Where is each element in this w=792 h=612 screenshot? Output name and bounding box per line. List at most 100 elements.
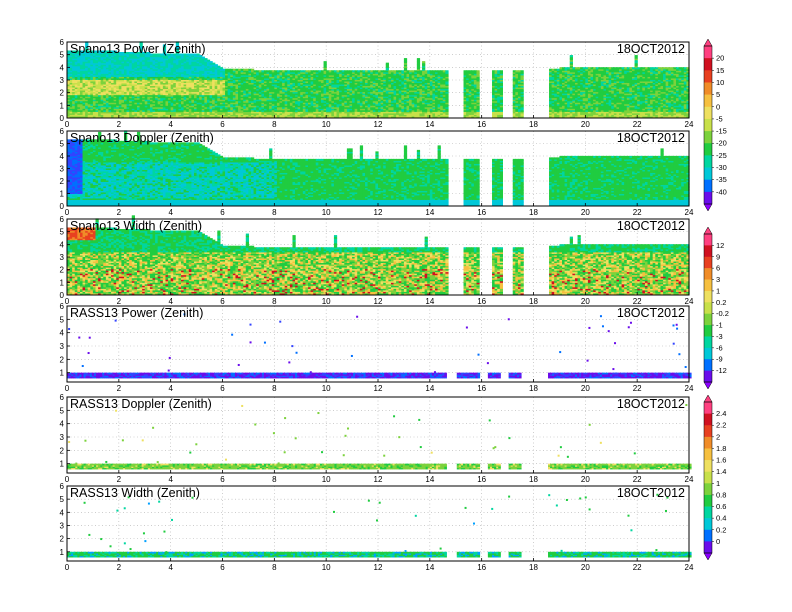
data-cell <box>100 109 104 112</box>
data-cell <box>129 56 133 59</box>
data-cell <box>134 61 138 64</box>
data-cell <box>121 90 125 93</box>
data-cell <box>108 77 112 80</box>
data-cell <box>129 70 133 73</box>
data-cell <box>69 100 73 103</box>
data-cell <box>134 85 138 88</box>
data-cell <box>118 90 123 93</box>
data-cell <box>92 105 97 108</box>
data-cell <box>72 80 76 84</box>
data-cell <box>121 102 125 105</box>
data-cell <box>105 103 110 106</box>
data-cell <box>116 83 120 87</box>
data-cell <box>85 65 89 68</box>
data-cell <box>98 74 102 77</box>
data-cell <box>87 59 91 62</box>
data-cell <box>95 80 99 84</box>
data-cell <box>129 114 133 117</box>
data-cell <box>77 88 81 91</box>
data-cell <box>129 112 133 115</box>
data-cell <box>124 108 128 111</box>
data-cell <box>72 96 76 99</box>
data-cell <box>121 74 125 77</box>
data-cell <box>118 68 123 71</box>
data-cell <box>121 91 125 94</box>
data-cell <box>116 115 120 118</box>
data-cell <box>124 100 128 103</box>
data-cell <box>67 56 71 59</box>
data-cell <box>105 106 110 109</box>
data-cell <box>136 91 141 94</box>
data-cell <box>90 90 94 93</box>
data-cell <box>69 103 73 106</box>
data-cell <box>79 82 84 85</box>
data-cell <box>129 103 133 106</box>
data-cell <box>98 111 102 114</box>
data-cell <box>90 115 94 118</box>
data-cell <box>67 61 71 64</box>
data-cell <box>124 109 128 112</box>
data-cell <box>121 53 125 56</box>
data-cell <box>116 76 120 79</box>
data-cell <box>124 97 128 100</box>
data-cell <box>136 67 141 70</box>
data-cell <box>129 102 133 105</box>
data-cell <box>85 52 89 55</box>
data-cell <box>98 102 102 105</box>
data-cell <box>124 62 128 65</box>
data-cell <box>142 112 146 115</box>
data-cell <box>92 93 97 96</box>
data-cell <box>118 100 123 103</box>
data-cell <box>129 83 133 87</box>
data-cell <box>108 52 112 55</box>
data-cell <box>82 80 86 84</box>
data-cell <box>136 114 141 117</box>
data-cell <box>82 83 86 87</box>
data-cell <box>113 108 117 111</box>
data-cell <box>126 99 130 102</box>
data-cell <box>95 56 99 59</box>
data-cell <box>118 85 123 88</box>
data-cell <box>92 64 97 67</box>
data-cell <box>74 64 78 67</box>
data-cell <box>98 70 102 73</box>
data-cell <box>139 96 143 99</box>
data-cell <box>67 105 71 108</box>
data-cell <box>82 61 86 64</box>
data-cell <box>116 58 120 61</box>
data-cell <box>95 109 99 112</box>
data-cell <box>134 102 138 105</box>
data-cell <box>92 96 97 99</box>
data-cell <box>69 80 73 84</box>
data-cell <box>103 62 107 65</box>
data-cell <box>131 106 135 109</box>
data-cell <box>92 94 97 97</box>
data-cell <box>116 99 120 102</box>
data-cell <box>77 94 81 97</box>
data-cell <box>87 106 91 109</box>
data-cell <box>85 99 89 102</box>
data-cell <box>111 68 115 71</box>
data-cell <box>121 83 125 87</box>
data-cell <box>95 53 99 56</box>
data-cell <box>103 73 107 76</box>
data-cell <box>79 111 84 114</box>
data-cell <box>100 68 104 71</box>
data-cell <box>90 71 94 74</box>
data-cell <box>95 102 99 105</box>
data-cell <box>113 70 117 73</box>
data-cell <box>124 80 128 84</box>
data-cell <box>90 83 94 87</box>
data-cell <box>72 73 76 76</box>
data-cell <box>108 99 112 102</box>
data-cell <box>129 82 133 85</box>
data-cell <box>87 112 91 115</box>
data-cell <box>90 68 94 71</box>
data-cell <box>74 106 78 109</box>
data-cell <box>131 93 135 96</box>
data-cell <box>72 90 76 93</box>
data-cell <box>118 73 123 76</box>
data-cell <box>67 109 71 112</box>
data-cell <box>82 79 86 82</box>
data-cell <box>100 94 104 97</box>
